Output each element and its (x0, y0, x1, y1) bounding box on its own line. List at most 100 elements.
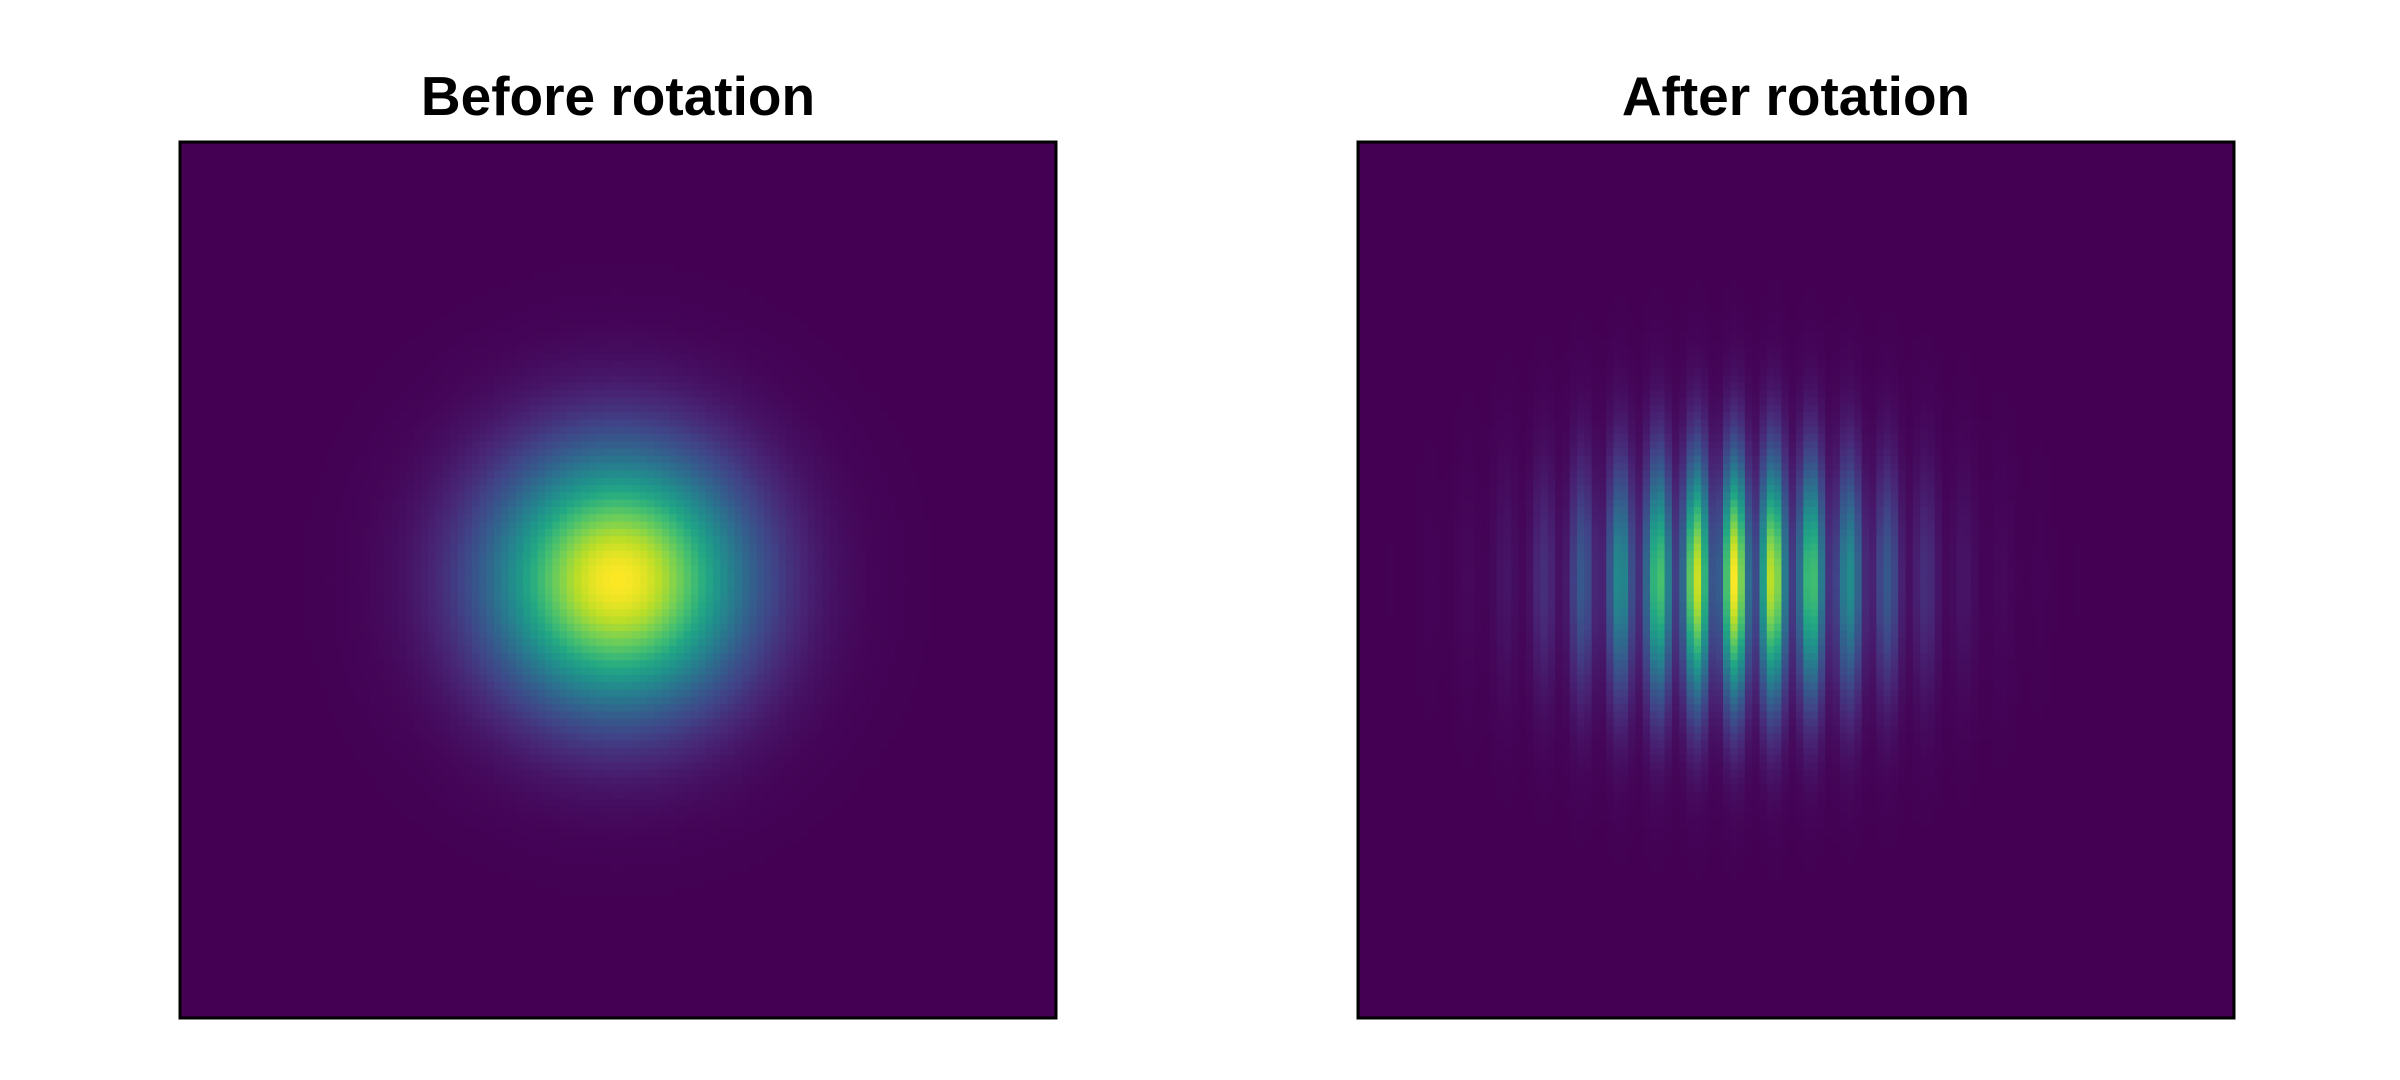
heatmap-cell (442, 171, 451, 180)
heatmap-cell (1004, 273, 1013, 282)
heatmap-cell (829, 229, 838, 238)
heatmap-cell (187, 229, 196, 238)
heatmap-cell (880, 163, 889, 172)
heatmap-cell (1041, 339, 1050, 347)
heatmap-cell (720, 441, 729, 450)
heatmap-cell (683, 288, 692, 296)
heatmap-cell (231, 156, 239, 165)
heatmap-cell (793, 236, 802, 245)
heatmap-cell (464, 142, 473, 150)
heatmap-cell (318, 258, 327, 267)
heatmap-cell (588, 382, 597, 391)
heatmap-cell (873, 309, 882, 318)
heatmap-cell (691, 441, 699, 450)
heatmap-cell (1004, 142, 1013, 150)
heatmap-cell (720, 346, 729, 355)
heatmap-cell (231, 375, 239, 384)
heatmap-cell (946, 390, 955, 399)
heatmap-cell (990, 412, 999, 420)
heatmap-cell (413, 244, 422, 253)
heatmap-cell (946, 324, 955, 333)
heatmap-cell (377, 368, 385, 377)
heatmap-cell (961, 258, 969, 267)
heatmap-cell (377, 397, 385, 406)
heatmap-cell (428, 434, 437, 442)
heatmap-cell (508, 149, 517, 158)
heatmap-cell (603, 339, 612, 347)
heatmap-cell (1041, 375, 1050, 384)
heatmap-cell (698, 397, 707, 406)
heatmap-cell (508, 426, 517, 435)
heatmap-cell (216, 156, 225, 165)
heatmap-cell (450, 302, 458, 311)
heatmap-cell (983, 258, 991, 267)
heatmap-cell (501, 273, 510, 282)
heatmap-cell (486, 280, 495, 289)
heatmap-cell (501, 302, 510, 311)
heatmap-cell (873, 419, 882, 428)
heatmap-cell (1026, 375, 1035, 384)
heatmap-cell (1012, 258, 1021, 267)
heatmap-cell (369, 207, 378, 216)
heatmap-cell (223, 324, 232, 333)
heatmap-cell (581, 368, 590, 377)
heatmap-cell (377, 244, 385, 253)
heatmap-cell (333, 412, 342, 420)
heatmap-cell (618, 426, 626, 435)
heatmap-cell (610, 419, 619, 428)
heatmap-cell (253, 404, 261, 413)
heatmap-cell (683, 244, 692, 253)
heatmap-cell (515, 251, 524, 260)
heatmap-cell (822, 346, 831, 355)
heatmap-cell (1026, 163, 1035, 172)
heatmap-cell (946, 397, 955, 406)
heatmap-cell (537, 288, 546, 296)
heatmap-cell (1012, 149, 1021, 158)
heatmap-cell (187, 156, 196, 165)
heatmap-cell (428, 229, 437, 238)
heatmap-cell (267, 419, 276, 428)
heatmap-cell (318, 426, 327, 435)
heatmap-cell (501, 244, 510, 253)
heatmap-cell (778, 434, 787, 442)
heatmap-cell (647, 426, 656, 435)
heatmap-cell (559, 404, 568, 413)
heatmap-cell (238, 193, 247, 201)
heatmap-cell (457, 441, 466, 450)
heatmap-cell (968, 302, 977, 311)
heatmap-cell (413, 288, 422, 296)
heatmap-cell (318, 156, 327, 165)
heatmap-cell (333, 368, 342, 377)
heatmap-cell (486, 346, 495, 355)
heatmap-cell (866, 404, 875, 413)
heatmap-cell (581, 346, 590, 355)
heatmap-cell (311, 419, 320, 428)
heatmap-cell (778, 193, 787, 201)
heatmap-cell (391, 236, 400, 245)
heatmap-cell (413, 149, 422, 158)
heatmap-cell (632, 229, 641, 238)
heatmap-cell (260, 207, 269, 216)
heatmap-cell (771, 273, 780, 282)
heatmap-cell (946, 361, 955, 369)
heatmap-cell (406, 236, 415, 245)
heatmap-cell (209, 229, 218, 238)
heatmap-cell (1019, 258, 1028, 267)
heatmap-cell (990, 178, 999, 187)
heatmap-cell (603, 163, 612, 172)
heatmap-cell (1034, 331, 1042, 340)
heatmap-cell (888, 266, 896, 274)
heatmap-cell (800, 382, 809, 391)
heatmap-cell (931, 193, 940, 201)
heatmap-cell (1034, 317, 1042, 326)
heatmap-cell (420, 317, 429, 326)
heatmap-cell (588, 419, 597, 428)
heatmap-cell (1012, 375, 1021, 384)
heatmap-cell (1048, 222, 1057, 231)
heatmap-cell (501, 236, 510, 245)
heatmap-cell (625, 258, 634, 267)
heatmap-cell (209, 251, 218, 260)
heatmap-cell (953, 142, 962, 150)
heatmap-cell (778, 280, 787, 289)
heatmap-cell (326, 156, 334, 165)
